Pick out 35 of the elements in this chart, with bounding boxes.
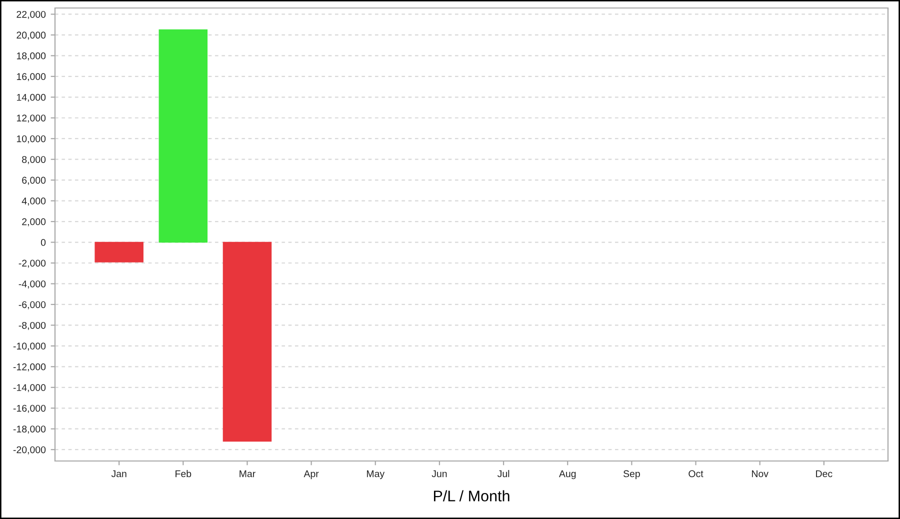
y-tick-label: -6,000 [18,301,46,310]
y-tick-label: 16,000 [16,73,46,82]
y-tick-label: -8,000 [18,322,46,330]
y-tick-label: -2,000 [18,260,46,268]
y-tick-label: 0 [40,239,46,246]
x-axis-title: P/L / Month [434,490,510,502]
x-tick-label: Jul [497,470,510,478]
y-tick-label: 12,000 [16,114,46,123]
y-tick-label: -14,000 [13,384,46,392]
y-tick-label: -10,000 [13,342,46,351]
y-tick-label: 18,000 [16,52,46,60]
y-tick-label: 6,000 [22,176,46,185]
x-tick-label: May [367,470,385,480]
x-tick-label: Dec [816,470,832,478]
x-tick-label: Oct [688,470,704,478]
x-tick-label: Jan [111,470,126,478]
y-tick-label: 4,000 [22,198,46,206]
x-tick-label: Sep [623,470,640,480]
y-tick-label: -16,000 [13,404,46,413]
y-tick-label: 20,000 [16,32,46,40]
x-tick-label: Nov [752,470,768,478]
y-tick-label: 14,000 [16,94,46,102]
y-tick-label: 10,000 [16,135,46,144]
x-tick-label: Jun [432,470,447,478]
x-tick-label: Mar [240,470,256,478]
y-tick-label: -4,000 [18,280,46,289]
y-tick-label: -20,000 [13,446,46,454]
y-tick-label: -12,000 [13,363,46,372]
y-tick-label: 22,000 [16,10,46,19]
x-tick-label: Feb [176,470,192,478]
y-tick-label: 8,000 [22,156,46,164]
x-tick-label: Aug [558,470,576,480]
x-tick-label: Apr [304,470,319,480]
y-tick-label: 2,000 [22,218,46,226]
y-tick-label: -18,000 [13,426,46,434]
